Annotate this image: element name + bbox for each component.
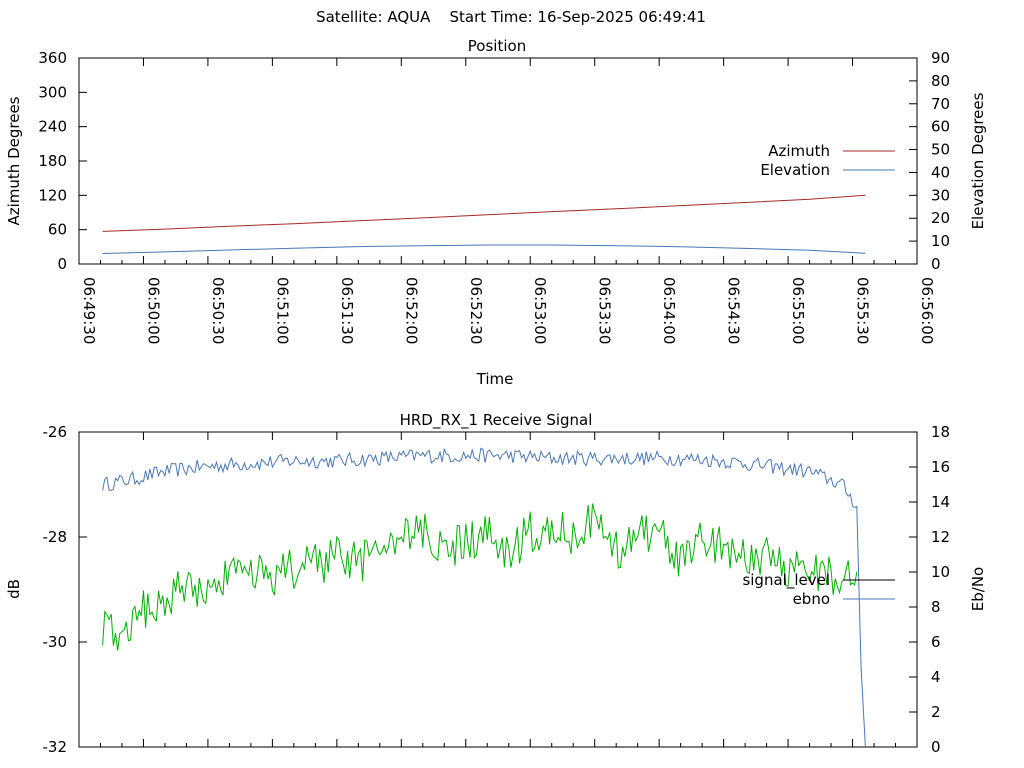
elevation-line [102,244,866,254]
position-x-tick-label: 06:51:00 [273,277,291,344]
position-x-tick-label: 06:50:00 [144,277,162,344]
signal-y2-tick-label: 10 [931,563,950,581]
signal-y-tick-label: -32 [43,738,68,756]
position-x-axis: 06:49:30 06:50:00 06:50:30 06:51:00 06:51:30… [78,58,936,344]
position-y2-axis: 0 10 20 30 40 50 60 70 80 90 [909,49,950,273]
position-chart-title: Position [468,37,526,55]
ebno-trace [102,503,858,651]
signal-y2-tick-label: 14 [931,493,950,511]
azimuth-line [102,194,866,232]
signal-y-tick-label: -28 [43,528,68,546]
time-axis-label: Time [476,370,514,388]
position-x-tick-label: 06:54:00 [660,277,678,344]
position-y2-tick-label: 50 [931,141,950,159]
signal-legend: signal_level ebno [742,571,895,608]
legend-label-azimuth: Azimuth [768,142,830,160]
position-y-tick-label: 120 [38,186,67,204]
position-y2-tick-label: 60 [931,118,950,136]
azimuth-axis-label: Azimuth Degrees [5,96,23,225]
legend-label-signal-level: signal_level [742,571,830,590]
position-y2-tick-label: 90 [931,49,950,67]
elevation-axis-label: Elevation Degrees [969,92,987,229]
legend-label-elevation: Elevation [760,161,830,179]
signal-y2-tick-label: 2 [931,703,941,721]
legend-label-ebno: ebno [793,590,830,608]
position-x-tick-label: 06:53:00 [531,277,549,344]
position-x-tick-label: 06:50:30 [209,277,227,344]
position-x-tick-label: 06:52:30 [467,277,485,344]
signal-y-tick-label: -30 [43,633,68,651]
position-legend: Azimuth Elevation [760,142,895,179]
position-x-tick-label: 06:52:00 [402,277,420,344]
position-y2-tick-label: 40 [931,163,950,181]
position-series [102,194,866,254]
position-y-tick-label: 60 [48,221,67,239]
ebno-axis-label: Eb/No [969,567,987,611]
position-y-tick-label: 360 [38,49,67,67]
position-y2-tick-label: 10 [931,232,950,250]
position-y2-tick-label: 80 [931,72,950,90]
position-y2-tick-label: 0 [931,255,941,273]
signal-x-axis [78,432,918,747]
position-x-tick-label: 06:51:30 [338,277,356,344]
position-x-tick-label: 06:55:30 [854,277,872,344]
signal-y-tick-label: -26 [43,423,68,441]
signal-chart-title: HRD_RX_1 Receive Signal [400,411,593,430]
position-x-tick-label: 06:56:00 [918,277,936,344]
page-title: Satellite: AQUA Start Time: 16-Sep-2025 … [316,8,706,26]
position-y-tick-label: 300 [38,83,67,101]
position-y-tick-label: 0 [57,255,67,273]
db-axis-label: dB [5,579,23,599]
signal-y2-tick-label: 12 [931,528,950,546]
position-y2-tick-label: 30 [931,186,950,204]
position-x-tick-label: 06:53:30 [596,277,614,344]
signal-y2-tick-label: 18 [931,423,950,441]
position-x-tick-label: 06:55:00 [789,277,807,344]
signal-y2-axis: 0 2 4 6 8 10 12 14 16 18 [909,423,950,756]
position-y2-tick-label: 70 [931,95,950,113]
signal-y2-tick-label: 8 [931,598,941,616]
signal-y2-tick-label: 16 [931,458,950,476]
position-x-tick-label: 06:49:30 [80,277,98,344]
signal-level-trace [102,447,866,748]
signal-y2-tick-label: 0 [931,738,941,756]
signal-y2-tick-label: 6 [931,633,941,651]
position-y-tick-label: 180 [38,152,67,170]
position-chart: Position Azimuth Degrees Elevation Degre… [5,37,987,388]
signal-y-axis: -32 -30 -28 -26 [43,423,87,756]
signal-plot-frame [78,431,918,748]
position-y-axis: 0 60 120 180 240 300 360 [38,49,87,273]
signal-series [102,447,866,748]
position-y2-tick-label: 20 [931,209,950,227]
position-x-tick-label: 06:54:30 [725,277,743,344]
signal-y2-tick-label: 4 [931,668,941,686]
position-y-tick-label: 240 [38,118,67,136]
signal-chart: HRD_RX_1 Receive Signal dB Eb/No -32-30-… [5,411,987,756]
